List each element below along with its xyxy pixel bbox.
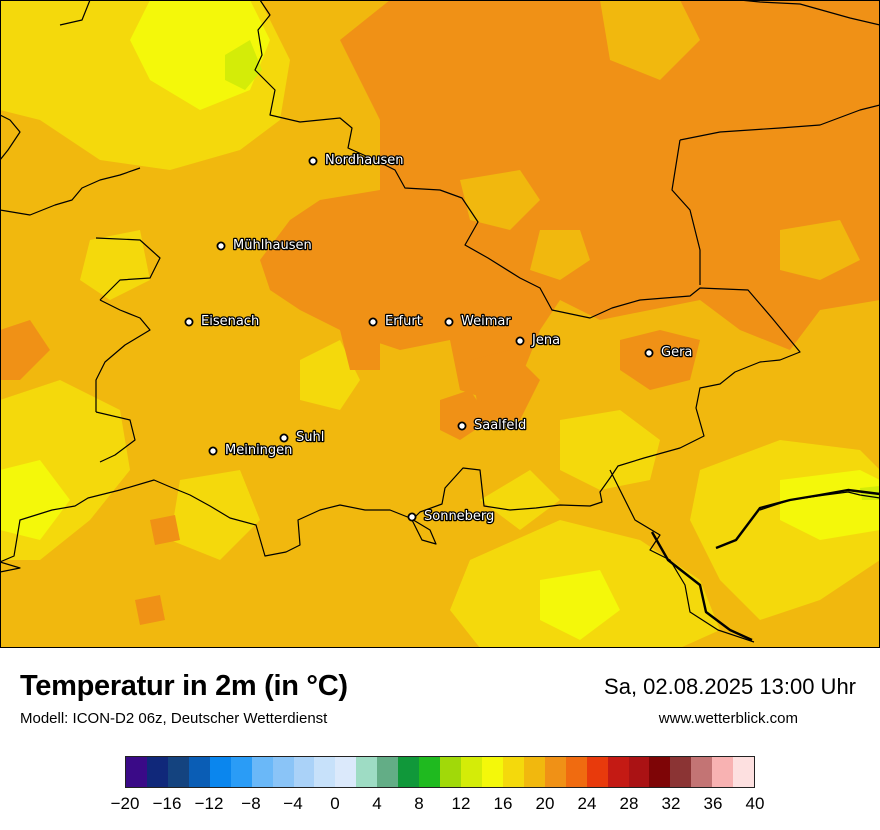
city-markers: Nordhausen Mühlhausen Eisenach Erfurt We… bbox=[184, 152, 694, 525]
city-label-saalfeld: Saalfeld bbox=[474, 418, 526, 433]
temperature-zone-lime bbox=[225, 40, 880, 500]
city-dot bbox=[308, 156, 318, 166]
city-sonneberg[interactable]: Sonneberg bbox=[407, 508, 496, 525]
legend-swatch bbox=[481, 757, 503, 787]
map-canvas: Nordhausen Mühlhausen Eisenach Erfurt We… bbox=[0, 0, 880, 648]
city-erfurt[interactable]: Erfurt bbox=[368, 313, 423, 330]
legend-tick-label: 28 bbox=[619, 794, 639, 813]
legend-swatch bbox=[293, 757, 315, 787]
legend-tick-label: −8 bbox=[241, 794, 261, 813]
legend-swatch bbox=[691, 757, 713, 787]
temperature-map: Nordhausen Mühlhausen Eisenach Erfurt We… bbox=[0, 0, 880, 648]
city-muehlhausen[interactable]: Mühlhausen bbox=[216, 237, 313, 254]
legend-swatch bbox=[146, 757, 168, 787]
temperature-zone-inset bbox=[460, 0, 860, 280]
model-info: Modell: ICON-D2 06z, Deutscher Wetterdie… bbox=[20, 710, 328, 727]
legend-tick-label: −4 bbox=[283, 794, 303, 813]
legend-tick-label: −20 bbox=[110, 794, 140, 813]
legend-tick-label: −12 bbox=[194, 794, 224, 813]
website-link[interactable]: www.wetterblick.com bbox=[658, 710, 798, 727]
city-label-sonneberg: Sonneberg bbox=[424, 509, 494, 524]
legend-tick-labels: −20 −16 −12 −8 −4 0 4 8 12 16 20 24 28 32 36 40 bbox=[111, 794, 765, 816]
city-meiningen[interactable]: Meiningen bbox=[208, 442, 294, 459]
legend-swatch bbox=[230, 757, 252, 787]
city-label-erfurt: Erfurt bbox=[385, 314, 422, 329]
city-dot bbox=[457, 421, 467, 431]
legend-tick-label: 24 bbox=[577, 794, 597, 813]
temperature-zone-light bbox=[0, 0, 880, 648]
legend-swatch bbox=[356, 757, 378, 787]
legend-tick-label: 20 bbox=[535, 794, 555, 813]
legend-swatch bbox=[670, 757, 692, 787]
legend-tick-label: 4 bbox=[372, 794, 382, 813]
country-border bbox=[650, 488, 880, 642]
legend-swatch bbox=[126, 757, 147, 787]
legend-tick-label: 36 bbox=[703, 794, 723, 813]
city-label-nordhausen: Nordhausen bbox=[325, 153, 404, 168]
city-label-suhl: Suhl bbox=[296, 430, 324, 445]
legend-swatch bbox=[335, 757, 357, 787]
city-label-jena: Jena bbox=[531, 333, 560, 348]
legend-swatch bbox=[607, 757, 629, 787]
legend-swatch bbox=[523, 757, 545, 787]
city-jena[interactable]: Jena bbox=[515, 332, 561, 349]
legend-swatch bbox=[272, 757, 294, 787]
legend-swatch bbox=[461, 757, 482, 787]
city-dot bbox=[208, 446, 218, 456]
legend-swatch bbox=[398, 757, 420, 787]
legend-tick-label: 8 bbox=[414, 794, 424, 813]
legend-tick-label: 32 bbox=[661, 794, 681, 813]
temperature-zone-warm bbox=[0, 0, 880, 625]
city-dot bbox=[216, 241, 226, 251]
legend-swatch bbox=[314, 757, 336, 787]
legend-tick-label: −16 bbox=[152, 794, 182, 813]
city-label-gera: Gera bbox=[661, 345, 692, 360]
legend-tick-label: 12 bbox=[451, 794, 471, 813]
city-dot bbox=[368, 317, 378, 327]
legend-swatch bbox=[502, 757, 524, 787]
city-gera[interactable]: Gera bbox=[644, 344, 694, 361]
city-dot bbox=[407, 512, 417, 522]
legend-swatch bbox=[209, 757, 231, 787]
forecast-datetime: Sa, 02.08.2025 13:00 Uhr bbox=[604, 674, 856, 699]
city-dot bbox=[515, 336, 525, 346]
city-suhl[interactable]: Suhl bbox=[279, 429, 326, 446]
legend-swatch bbox=[188, 757, 210, 787]
legend-tick-label: 16 bbox=[493, 794, 513, 813]
city-label-eisenach: Eisenach bbox=[201, 314, 259, 329]
legend-swatch bbox=[440, 757, 461, 787]
city-label-meiningen: Meiningen bbox=[225, 443, 292, 458]
legend-swatch bbox=[419, 757, 441, 787]
city-eisenach[interactable]: Eisenach bbox=[184, 313, 261, 330]
footer: Temperatur in 2m (in °C) Modell: ICON-D2… bbox=[0, 648, 880, 830]
legend-swatch bbox=[377, 757, 399, 787]
legend-swatch bbox=[167, 757, 189, 787]
city-label-muehlhausen: Mühlhausen bbox=[233, 238, 312, 253]
legend-swatch bbox=[628, 757, 650, 787]
map-title: Temperatur in 2m (in °C) bbox=[20, 670, 348, 702]
city-weimar[interactable]: Weimar bbox=[444, 313, 513, 330]
legend-tick-label: 0 bbox=[330, 794, 340, 813]
city-saalfeld[interactable]: Saalfeld bbox=[457, 417, 528, 434]
city-label-weimar: Weimar bbox=[461, 314, 511, 329]
legend-swatch bbox=[544, 757, 566, 787]
legend-swatch bbox=[649, 757, 671, 787]
legend-tick-label: 40 bbox=[745, 794, 765, 813]
legend-swatch bbox=[251, 757, 273, 787]
city-dot bbox=[279, 433, 289, 443]
city-nordhausen[interactable]: Nordhausen bbox=[308, 152, 405, 169]
city-dot bbox=[644, 348, 654, 358]
legend-swatch bbox=[586, 757, 608, 787]
city-dot bbox=[444, 317, 454, 327]
legend-swatch bbox=[733, 757, 755, 787]
legend-swatch bbox=[565, 757, 587, 787]
city-dot bbox=[184, 317, 194, 327]
legend-swatch bbox=[712, 757, 734, 787]
color-legend bbox=[125, 756, 755, 788]
